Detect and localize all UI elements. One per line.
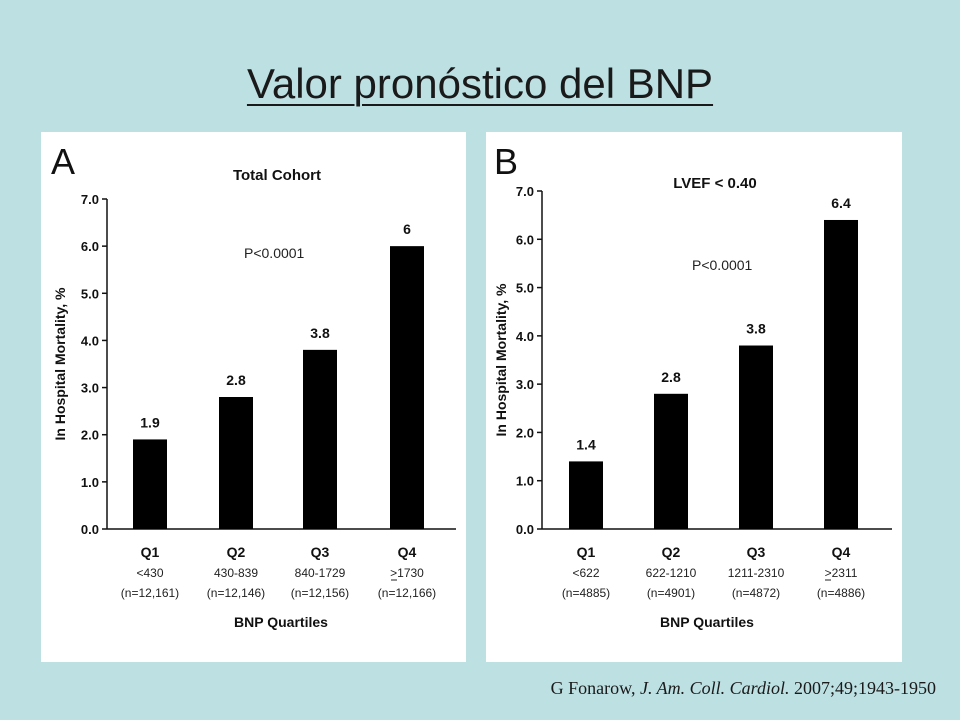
bar [824,219,858,529]
chart-panel-a: A Total Cohort P<0.0001 In Hospital Mortali… [41,132,466,662]
y-tick-label: 5.0 [516,281,534,296]
x-tick-label: Q3 [311,544,330,560]
x-tick-label: Q3 [747,544,766,560]
quartile-range: 430-839 [214,566,258,580]
bar [569,461,603,529]
bar [654,393,688,529]
y-tick-label: 7.0 [516,184,534,199]
bar-value-label: 1.9 [140,414,160,430]
bar-value-label: 6.4 [831,195,851,211]
x-axis-label: BNP Quartiles [660,614,754,630]
quartile-range: 1211-2310 [728,566,785,580]
bar-value-label: 3.8 [310,325,330,341]
bar-value-label: 2.8 [661,369,681,385]
y-tick-label: 1.0 [81,475,99,490]
quartile-count: (n=12,161) [121,586,179,600]
x-tick-label: Q2 [662,544,681,560]
bar [390,246,424,529]
bar-value-label: 2.8 [226,372,246,388]
citation-journal: J. Am. Coll. Cardiol. [639,678,790,698]
citation-author: G Fonarow, [550,678,636,698]
slide-title: Valor pronóstico del BNP [246,60,714,107]
panel-letter: B [494,141,518,182]
x-tick-label: Q4 [398,544,417,560]
quartile-range: 840-1729 [295,566,346,580]
citation-details: 2007;49;1943-1950 [794,678,936,698]
y-tick-label: 3.0 [516,377,534,392]
bar-chart-b: B LVEF < 0.40 P<0.0001 In Hospital Mortalit… [493,141,892,630]
bar-value-label: 3.8 [746,321,766,337]
chart-panel-b: B LVEF < 0.40 P<0.0001 In Hospital Mortalit… [486,132,902,662]
quartile-count: (n=4901) [647,586,695,600]
x-tick-label: Q4 [832,544,851,560]
y-tick-label: 4.0 [81,333,99,348]
p-value-annotation: P<0.0001 [692,257,753,273]
quartile-range: <430 [136,566,163,580]
x-tick-label: Q1 [577,544,596,560]
y-tick-label: 5.0 [81,286,99,301]
chart-title: LVEF < 0.40 [673,175,757,192]
y-tick-label: 7.0 [81,192,99,207]
y-tick-label: 4.0 [516,329,534,344]
quartile-range: 622-1210 [646,566,697,580]
y-tick-label: 6.0 [516,232,534,247]
y-tick-label: 1.0 [516,474,534,489]
panel-letter: A [51,141,75,182]
citation: G Fonarow, J. Am. Coll. Cardiol. 2007;49… [551,678,936,699]
bar [739,345,773,529]
quartile-count: (n=4886) [817,586,865,600]
quartile-count: (n=12,166) [378,586,436,600]
y-tick-label: 0.0 [516,522,534,537]
chart-title: Total Cohort [233,167,321,184]
bar-chart-a: A Total Cohort P<0.0001 In Hospital Mortali… [51,141,456,630]
bar [133,439,167,529]
y-axis-label: In Hospital Mortality, % [52,287,68,441]
x-tick-label: Q1 [141,544,160,560]
quartile-count: (n=4872) [732,586,780,600]
x-tick-label: Q2 [227,544,246,560]
p-value-annotation: P<0.0001 [244,245,305,261]
y-tick-label: 2.0 [81,428,99,443]
quartile-range: <622 [572,566,599,580]
y-tick-label: 6.0 [81,239,99,254]
y-axis-label: In Hospital Mortality, % [493,283,509,437]
y-tick-label: 3.0 [81,381,99,396]
y-tick-label: 0.0 [81,522,99,537]
bar-value-label: 1.4 [576,436,596,452]
y-tick-label: 2.0 [516,425,534,440]
quartile-range: >1730 [390,566,424,580]
bar [303,349,337,529]
x-axis-label: BNP Quartiles [234,614,328,630]
bar [219,397,253,529]
bar-value-label: 6 [403,221,411,237]
quartile-range: >2311 [825,566,858,580]
quartile-count: (n=12,156) [291,586,349,600]
quartile-count: (n=12,146) [207,586,265,600]
quartile-count: (n=4885) [562,586,610,600]
